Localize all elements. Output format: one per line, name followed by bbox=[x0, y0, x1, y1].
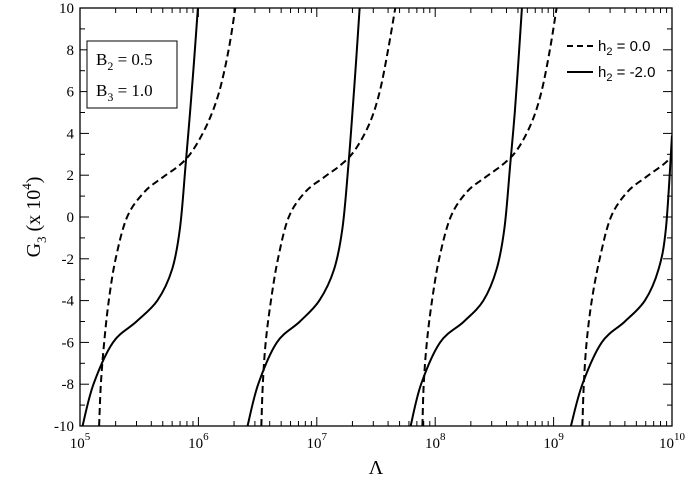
x-tick-label: 109 bbox=[543, 431, 564, 452]
x-tick-label-base: 10 bbox=[659, 436, 674, 452]
x-tick-label-exp: 6 bbox=[203, 431, 209, 443]
x-tick-label-exp: 5 bbox=[85, 431, 91, 443]
x-tick-label: 105 bbox=[70, 431, 91, 452]
x-tick-label: 106 bbox=[188, 431, 209, 452]
x-tick-label-exp: 8 bbox=[440, 431, 446, 443]
parameter-box-frame bbox=[86, 40, 178, 109]
param-b3-symbol: B bbox=[96, 81, 107, 100]
series-h2-0-branch-1 bbox=[98, 8, 237, 426]
y-tick-label: 4 bbox=[67, 126, 75, 142]
param-b2-sub: 2 bbox=[107, 59, 113, 73]
legend-label-h2-0: h2 = 0.0 bbox=[598, 38, 650, 58]
y-tick-label: 0 bbox=[67, 210, 75, 226]
series-h2-0-branch-2 bbox=[260, 8, 397, 426]
param-b2-symbol: B bbox=[96, 50, 107, 69]
x-tick-label-base: 10 bbox=[70, 436, 85, 452]
y-tick-label: -6 bbox=[62, 335, 75, 351]
legend-h2-m2-sub: 2 bbox=[606, 72, 612, 84]
param-b3: B3 = 1.0 bbox=[96, 81, 153, 104]
series-h2-0 bbox=[98, 8, 672, 426]
y-tick-label: -10 bbox=[54, 419, 74, 435]
y-tick-label: 8 bbox=[67, 43, 75, 59]
legend-h2-0-value: = 0.0 bbox=[612, 38, 650, 55]
y-tick-label: -2 bbox=[62, 252, 75, 268]
param-b3-value: = 1.0 bbox=[113, 81, 152, 100]
series-h2-m2 bbox=[81, 8, 672, 426]
y-axis-label-sup: 4 bbox=[19, 183, 34, 190]
series-h2-0-branch-3 bbox=[421, 8, 558, 426]
legend: h2 = 0.0 h2 = -2.0 bbox=[567, 38, 655, 84]
parameter-box: B2 = 0.5 B3 = 1.0 bbox=[86, 40, 178, 109]
x-tick-label: 1010 bbox=[659, 431, 686, 452]
y-tick-label: 2 bbox=[67, 168, 75, 184]
legend-h2-0-sub: 2 bbox=[606, 46, 612, 58]
x-tick-label-base: 10 bbox=[307, 436, 322, 452]
y-tick-label: 10 bbox=[59, 1, 74, 17]
param-b3-sub: 3 bbox=[107, 90, 113, 104]
x-axis-label: Λ bbox=[369, 457, 384, 479]
x-tick-label-base: 10 bbox=[543, 436, 558, 452]
x-tick-label: 108 bbox=[425, 431, 446, 452]
series-h2-m2-branch-2 bbox=[246, 8, 361, 426]
series-h2-m2-branch-4 bbox=[569, 135, 672, 426]
y-tick-label: -4 bbox=[62, 294, 75, 310]
legend-h2-m2-value: = -2.0 bbox=[612, 64, 655, 81]
y-axis-label-paren-close: ) bbox=[23, 177, 45, 184]
x-tick-label-base: 10 bbox=[425, 436, 440, 452]
y-axis-label: G3 (x 104) bbox=[19, 177, 49, 258]
x-tick-label-exp: 10 bbox=[674, 431, 686, 443]
param-b2: B2 = 0.5 bbox=[96, 50, 153, 73]
legend-h2-m2-symbol: h bbox=[598, 64, 606, 81]
y-axis-label-main: G bbox=[23, 243, 45, 257]
y-axis-label-paren-open: (x 10 bbox=[23, 190, 45, 237]
x-tick-label: 107 bbox=[307, 431, 328, 452]
series-h2-m2-branch-3 bbox=[409, 8, 523, 426]
legend-h2-0-symbol: h bbox=[598, 38, 606, 55]
y-tick-label: -8 bbox=[62, 377, 75, 393]
series-h2-0-branch-4 bbox=[581, 155, 672, 426]
series-h2-m2-branch-1 bbox=[81, 8, 199, 426]
x-tick-label-exp: 7 bbox=[322, 431, 328, 443]
param-b2-value: = 0.5 bbox=[113, 50, 152, 69]
y-axis-label-sub: 3 bbox=[34, 236, 49, 243]
x-tick-label-base: 10 bbox=[188, 436, 203, 452]
legend-label-h2-m2: h2 = -2.0 bbox=[598, 64, 655, 84]
x-tick-label-exp: 9 bbox=[558, 431, 564, 443]
y-tick-label: 6 bbox=[67, 85, 75, 101]
